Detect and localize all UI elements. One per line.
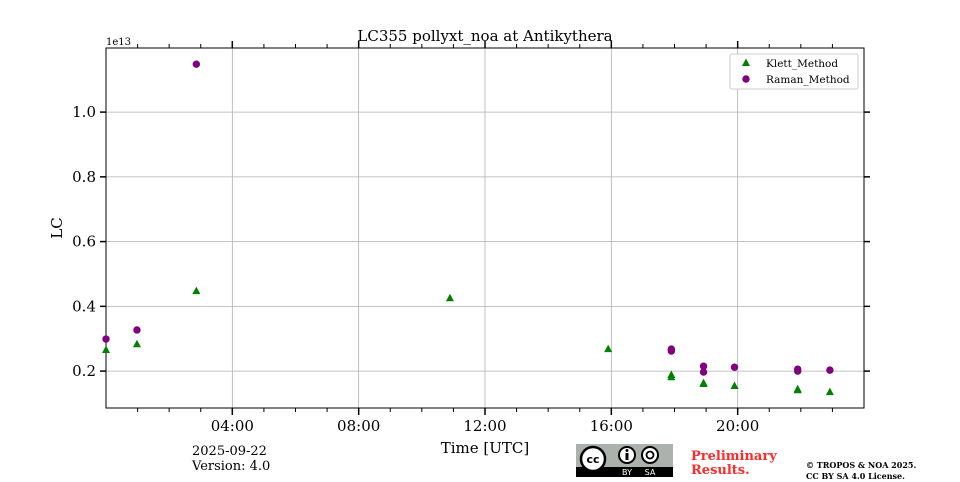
data-point bbox=[793, 367, 802, 375]
data-point bbox=[133, 326, 141, 334]
y-tick-label: 0.2 bbox=[72, 362, 96, 380]
legend-marker bbox=[742, 58, 750, 66]
copyright-line-2: CC BY SA 4.0 License. bbox=[806, 471, 905, 481]
series-klett-method bbox=[102, 286, 834, 396]
svg-text:cc: cc bbox=[586, 453, 599, 466]
y-tick-label: 0.4 bbox=[72, 297, 96, 315]
preliminary-line-2: Results. bbox=[691, 463, 750, 478]
preliminary-notice: Preliminary Results. bbox=[691, 450, 777, 478]
y-axis-label: LC bbox=[48, 217, 66, 238]
legend: Klett_Method Raman_Method bbox=[729, 53, 859, 90]
data-point bbox=[102, 345, 110, 354]
x-tick-label: 20:00 bbox=[716, 417, 759, 435]
data-point bbox=[825, 387, 834, 396]
legend-label: Raman_Method bbox=[766, 74, 850, 86]
copyright-notice: © TROPOS & NOA 2025. CC BY SA 4.0 Licens… bbox=[806, 460, 916, 482]
legend-marker bbox=[742, 75, 750, 83]
data-point bbox=[793, 385, 802, 394]
data-point bbox=[826, 366, 834, 374]
y-tick-label: 0.6 bbox=[72, 233, 96, 251]
svg-text:BY: BY bbox=[622, 468, 632, 477]
data-point bbox=[192, 286, 201, 295]
data-point bbox=[132, 339, 141, 348]
chart-title: LC355 pollyxt_noa at Antikythera bbox=[357, 27, 612, 45]
data-point bbox=[699, 362, 708, 370]
y-tick-label: 1.0 bbox=[72, 103, 96, 121]
data-point bbox=[102, 335, 110, 343]
data-point bbox=[699, 368, 708, 376]
legend-label: Klett_Method bbox=[766, 58, 838, 70]
footer-date: 2025-09-22 bbox=[192, 444, 267, 459]
x-tick-label: 12:00 bbox=[463, 417, 506, 435]
cc-by-sa-icon: cc BY SA bbox=[579, 445, 659, 477]
x-tick-label: 04:00 bbox=[211, 417, 254, 435]
data-point bbox=[445, 293, 454, 302]
x-tick-label: 16:00 bbox=[590, 417, 633, 435]
data-point bbox=[730, 363, 739, 371]
x-axis-label: Time [UTC] bbox=[441, 439, 530, 457]
data-point bbox=[730, 381, 739, 389]
copyright-line-1: © TROPOS & NOA 2025. bbox=[806, 460, 917, 470]
y-tick-label: 0.8 bbox=[72, 168, 96, 186]
data-point bbox=[667, 372, 676, 381]
svg-text:SA: SA bbox=[645, 468, 656, 477]
series-raman-method bbox=[102, 60, 834, 376]
preliminary-line-1: Preliminary bbox=[691, 449, 777, 464]
y-scale-label: 1e13 bbox=[106, 37, 131, 48]
footer-version: Version: 4.0 bbox=[192, 459, 271, 474]
data-point bbox=[192, 60, 201, 68]
x-tick-label: 08:00 bbox=[337, 417, 380, 435]
cc-license-badge: cc BY SA bbox=[576, 444, 673, 477]
data-point bbox=[667, 347, 676, 355]
data-point bbox=[604, 344, 613, 353]
data-point bbox=[699, 379, 708, 388]
